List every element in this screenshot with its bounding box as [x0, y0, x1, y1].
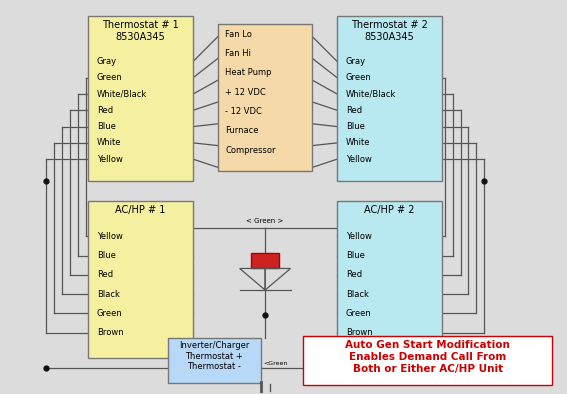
Text: White: White — [97, 138, 121, 147]
Text: Yellow: Yellow — [97, 232, 122, 241]
Bar — [337, 17, 442, 181]
Bar — [251, 253, 280, 268]
Bar — [303, 336, 552, 385]
Text: Green: Green — [97, 73, 122, 82]
Text: Fan Hi: Fan Hi — [225, 49, 251, 58]
Text: White: White — [346, 138, 370, 147]
Text: Red: Red — [97, 270, 113, 279]
Text: Yellow: Yellow — [346, 154, 371, 164]
Text: White/Black: White/Black — [346, 89, 396, 98]
Text: Brown: Brown — [346, 328, 373, 337]
Text: White/Black: White/Black — [97, 89, 147, 98]
Text: Green: Green — [346, 309, 371, 318]
Text: AC/HP # 2: AC/HP # 2 — [365, 205, 415, 215]
Bar — [337, 201, 442, 358]
Text: Red: Red — [346, 270, 362, 279]
Text: Furnace: Furnace — [225, 126, 259, 135]
Text: Inverter/Charger
Thermostat +
Thermostat -: Inverter/Charger Thermostat + Thermostat… — [179, 342, 249, 371]
Text: Blue: Blue — [346, 122, 365, 131]
Text: < Green >: < Green > — [247, 219, 284, 225]
Text: Red: Red — [97, 106, 113, 115]
Text: Blue: Blue — [97, 122, 116, 131]
Bar — [88, 17, 193, 181]
Text: AC/HP # 1: AC/HP # 1 — [116, 205, 166, 215]
Text: Brown: Brown — [97, 328, 124, 337]
Text: Compressor: Compressor — [225, 146, 276, 155]
Text: Black: Black — [97, 290, 120, 299]
Text: Red: Red — [346, 106, 362, 115]
Text: Fan Lo: Fan Lo — [225, 30, 252, 39]
Text: <Green: <Green — [264, 361, 288, 366]
Text: Green: Green — [97, 309, 122, 318]
Text: Thermostat # 2
8530A345: Thermostat # 2 8530A345 — [351, 20, 428, 42]
Bar — [218, 24, 312, 171]
Text: Blue: Blue — [346, 251, 365, 260]
Text: Heat Pump: Heat Pump — [225, 68, 272, 77]
Text: Yellow: Yellow — [346, 232, 371, 241]
Bar — [168, 338, 261, 383]
Text: Black: Black — [346, 290, 369, 299]
Text: Gray: Gray — [346, 57, 366, 66]
Text: Yellow: Yellow — [97, 154, 122, 164]
Text: + 12 VDC: + 12 VDC — [225, 87, 266, 97]
Text: Thermostat # 1
8530A345: Thermostat # 1 8530A345 — [102, 20, 179, 42]
Text: Auto Gen Start Modification
Enables Demand Call From
Both or Either AC/HP Unit: Auto Gen Start Modification Enables Dema… — [345, 340, 510, 374]
Bar — [88, 201, 193, 358]
Text: - 12 VDC: - 12 VDC — [225, 107, 262, 116]
Text: Gray: Gray — [97, 57, 117, 66]
Text: Blue: Blue — [97, 251, 116, 260]
Text: Green: Green — [346, 73, 371, 82]
